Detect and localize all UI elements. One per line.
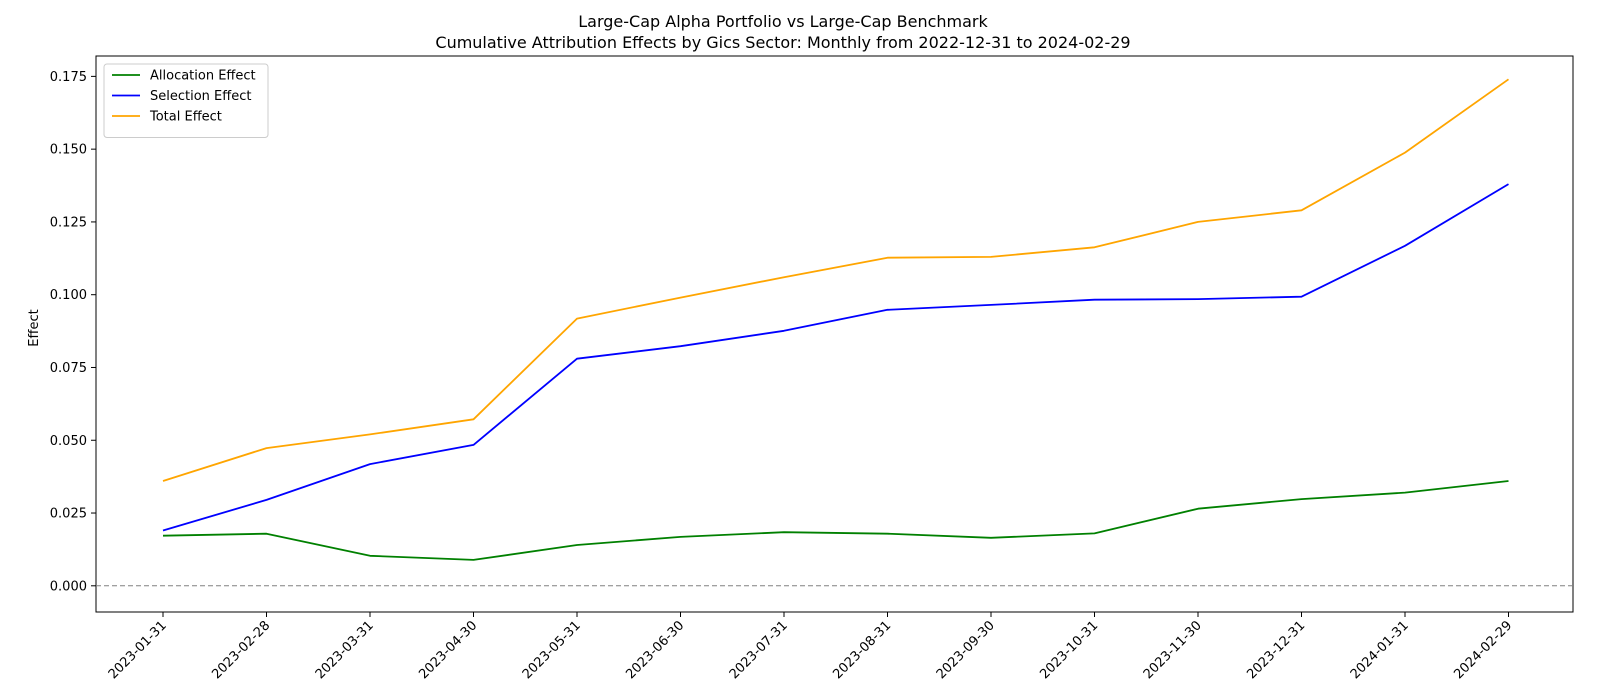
x-tick-label: 2024-02-29 xyxy=(1451,618,1515,682)
chart-title: Large-Cap Alpha Portfolio vs Large-Cap B… xyxy=(578,12,988,31)
y-tick-label: 0.025 xyxy=(50,507,87,522)
x-tick-label: 2023-06-30 xyxy=(623,618,687,682)
x-tick-label: 2023-05-31 xyxy=(520,618,584,682)
y-axis-label: Effect xyxy=(27,309,42,346)
series-line-selection-effect xyxy=(162,183,1509,532)
y-tick-label: 0.000 xyxy=(50,579,87,594)
x-tick-label: 2023-02-28 xyxy=(209,618,273,682)
x-tick-label: 2023-03-31 xyxy=(313,618,377,682)
y-tick-label: 0.150 xyxy=(50,143,87,158)
x-tick-label: 2023-10-31 xyxy=(1037,618,1101,682)
x-tick-label: 2023-08-31 xyxy=(830,618,894,682)
x-tick-label: 2023-01-31 xyxy=(106,618,170,682)
legend-box xyxy=(103,63,269,138)
legend: Allocation Effect Selection Effect Total E… xyxy=(103,63,269,138)
y-tick-label: 0.125 xyxy=(50,215,87,230)
plot-frame xyxy=(95,55,1574,613)
chart-subtitle: Cumulative Attribution Effects by Gics S… xyxy=(435,33,1130,52)
x-tick-label: 2024-01-31 xyxy=(1348,618,1412,682)
series-line-allocation-effect xyxy=(162,480,1509,561)
series-lines xyxy=(162,78,1510,561)
y-tick-label: 0.050 xyxy=(50,434,87,449)
legend-entry-label: Allocation Effect xyxy=(150,69,256,84)
series-line-total-effect xyxy=(162,78,1510,482)
legend-entry-label: Selection Effect xyxy=(150,89,251,104)
x-tick-label: 2023-04-30 xyxy=(416,618,480,682)
x-tick-label: 2023-09-30 xyxy=(934,618,998,682)
y-tick-label: 0.175 xyxy=(50,70,87,85)
y-tick-label: 0.100 xyxy=(50,288,87,303)
x-tick-label: 2023-11-30 xyxy=(1141,618,1205,682)
x-tick-label: 2023-07-31 xyxy=(727,618,791,682)
legend-entry-label: Total Effect xyxy=(149,110,222,125)
y-tick-label: 0.075 xyxy=(50,361,87,376)
plot-area xyxy=(95,55,1574,613)
x-tick-label: 2023-12-31 xyxy=(1244,618,1308,682)
